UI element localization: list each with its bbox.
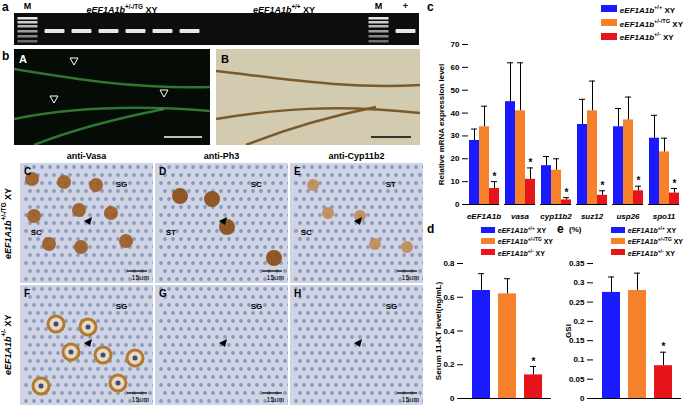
svg-text:H: H [294,288,301,299]
svg-text:0: 0 [580,394,585,403]
svg-text:Serum 11-KT level(ng/mL): Serum 11-KT level(ng/mL) [434,282,443,381]
html-text:M: M [374,1,383,11]
html-text:eEF1A1b: eEF1A1b [3,336,13,376]
html-text:anti-Ph3: anti-Ph3 [203,151,240,161]
html-text:M: M [23,1,32,11]
svg-text:*: * [662,341,666,352]
svg-text:0.2: 0.2 [573,317,585,326]
svg-text:0.35: 0.35 [569,259,585,268]
svg-text:A: A [19,53,27,65]
html-text:eEF1A1b+/-/TGXY: eEF1A1b+/-/TGXY [627,237,683,246]
svg-text:70: 70 [451,40,460,49]
svg-text:40: 40 [451,109,460,118]
html-text:eEF1A1b+/-/TGXY: eEF1A1b+/-/TGXY [619,17,683,29]
svg-text:SC: SC [31,228,42,237]
svg-text:SC: SC [251,180,262,189]
html-text:b: b [2,49,10,63]
svg-text:0.15: 0.15 [568,336,585,346]
html-text:anti-Vasa: anti-Vasa [66,151,107,161]
svg-text:E: E [294,166,301,177]
html-text:eEF1A1b+/-/TGXY: eEF1A1b+/-/TGXY [86,3,158,15]
svg-text:SG: SG [251,302,263,311]
html-text:a: a [2,0,9,14]
svg-text:0.1: 0.1 [573,355,585,364]
svg-text:0.2: 0.2 [443,360,455,369]
svg-text:*: * [565,187,569,198]
svg-text:*: * [673,178,677,189]
svg-text:spo11: spo11 [653,212,676,221]
svg-text:*: * [493,171,497,182]
svg-text:SG: SG [116,180,128,189]
svg-text:15um: 15um [266,274,284,281]
svg-text:F: F [24,288,30,299]
html-text:XY: XY [3,187,13,202]
html-text:eEF1A1b+/+XY: eEF1A1b+/+XY [252,3,316,15]
html-text:c: c [427,0,434,14]
svg-text:SC: SC [301,228,312,237]
svg-text:0: 0 [455,200,460,209]
svg-text:15um: 15um [401,396,419,403]
svg-text:*: * [532,356,536,367]
html-text:e: e [557,222,564,236]
svg-text:ST: ST [166,228,176,237]
html-text:anti-Cyp11b2: anti-Cyp11b2 [328,151,385,161]
svg-text:C: C [24,166,31,177]
svg-text:B: B [221,53,229,65]
html-text:XY: XY [3,314,13,330]
svg-text:D: D [159,166,166,177]
html-text:eEF1A1b+/-XY: eEF1A1b+/-XY [497,248,545,257]
svg-text:20: 20 [451,154,460,163]
svg-text:10: 10 [451,177,460,186]
html-text:eEF1A1b+/-/TGXY: eEF1A1b+/-/TGXY [497,237,553,246]
svg-text:15um: 15um [266,396,284,403]
html-text:eEF1A1b+/+XY: eEF1A1b+/+XY [627,226,677,235]
svg-text:15um: 15um [131,396,149,403]
svg-text:0.05: 0.05 [569,375,585,384]
svg-text:*: * [637,175,641,186]
html-text:eEF1A1b: eEF1A1b [3,220,13,259]
svg-text:ST: ST [386,180,396,189]
svg-text:suz12: suz12 [581,212,604,221]
html-text:eEF1A1b+/+XY: eEF1A1b+/+XY [619,4,676,15]
html-text:eEF1A1b+/+XY: eEF1A1b+/+XY [497,226,547,235]
svg-text:15um: 15um [401,274,419,281]
svg-text:vasa: vasa [511,212,529,221]
svg-text:30: 30 [451,131,460,140]
svg-text:0: 0 [450,394,455,403]
svg-text:15um: 15um [131,274,149,281]
svg-text:60: 60 [451,63,460,72]
svg-text:50: 50 [451,86,460,95]
html-text:+/-/TG: +/-/TG [0,202,7,220]
svg-text:*: * [601,180,605,191]
svg-text:usp26: usp26 [616,212,640,221]
svg-text:G: G [159,288,167,299]
svg-text:Relative mRNA expression level: Relative mRNA expression level [437,64,446,186]
html-text:eEF1A1b+/-XY: eEF1A1b+/-XY [627,248,675,257]
svg-text:SG: SG [386,302,398,311]
svg-text:0.3: 0.3 [573,278,585,287]
svg-text:*: * [529,157,533,168]
svg-text:0.4: 0.4 [443,327,455,336]
svg-text:GSI: GSI [564,324,573,338]
svg-text:cyp11b2: cyp11b2 [540,212,572,221]
html-text:eEF1A1b+/-XY: eEF1A1b+/-XY [619,31,674,42]
svg-text:0.8: 0.8 [443,259,455,268]
html-text:d: d [427,222,435,236]
svg-text:0.25: 0.25 [569,298,585,307]
svg-text:eEF1A1b: eEF1A1b [467,212,501,221]
svg-text:0.6: 0.6 [443,293,455,302]
svg-text:SG: SG [116,302,128,311]
